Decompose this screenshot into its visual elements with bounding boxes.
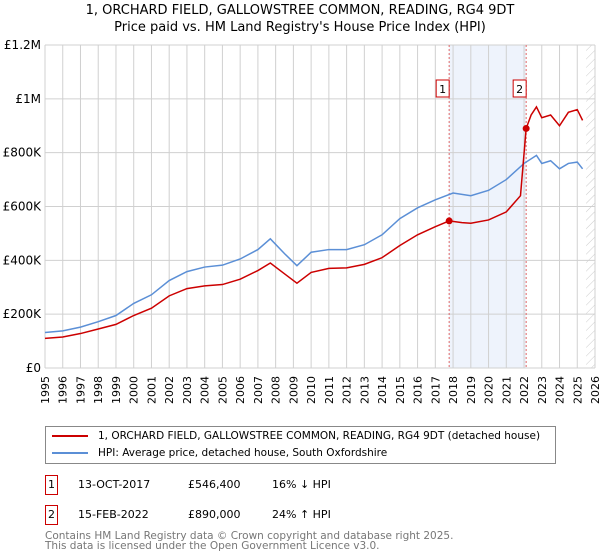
y-tick-label: £0 bbox=[26, 361, 41, 375]
chart: 1995 1996 1997 1998 1999 2000 2001 2002 2003 2004… bbox=[3, 38, 600, 404]
y-tick-label: £600K bbox=[3, 200, 43, 214]
x-tick-label: 2012 bbox=[341, 376, 354, 404]
x-tick-label: 2018 bbox=[447, 376, 460, 404]
sale-date: 13-OCT-2017 bbox=[78, 478, 151, 491]
y-tick-label: £1M bbox=[15, 92, 41, 106]
x-tick-label: 2014 bbox=[376, 376, 389, 404]
x-tick-label: 2006 bbox=[234, 376, 247, 404]
x-tick-label: 2007 bbox=[252, 376, 265, 404]
series-line bbox=[44, 154, 584, 334]
sale-row: 2 15-FEB-2022 £890,000 24% ↑ HPI bbox=[45, 505, 545, 525]
x-tick-label: 2002 bbox=[163, 376, 176, 404]
x-tick-label: 2023 bbox=[536, 376, 549, 404]
chart-subtitle: Price paid vs. HM Land Registry's House … bbox=[114, 20, 486, 35]
x-tick-label: 2010 bbox=[305, 376, 318, 404]
sale-point bbox=[522, 124, 530, 132]
x-tick-label: 2013 bbox=[358, 376, 371, 404]
x-tick-label: 2011 bbox=[323, 376, 336, 404]
annotation-label: 1 bbox=[439, 83, 446, 96]
x-tick-label: 2016 bbox=[412, 376, 425, 404]
legend-label: HPI: Average price, detached house, Sout… bbox=[98, 447, 388, 459]
annotation-label: 2 bbox=[516, 83, 523, 96]
sale-date: 15-FEB-2022 bbox=[78, 508, 149, 521]
legend-item-hpi: HPI: Average price, detached house, Sout… bbox=[52, 447, 387, 459]
y-tick-label: £1.2M bbox=[4, 38, 41, 52]
y-tick-label: £200K bbox=[3, 307, 43, 321]
legend-label: 1, ORCHARD FIELD, GALLOWSTREE COMMON, RE… bbox=[98, 430, 541, 442]
x-tick-label: 2003 bbox=[181, 376, 194, 404]
marker-badge: 2 bbox=[45, 505, 58, 525]
x-tick-label: 2024 bbox=[554, 376, 567, 404]
x-tick-label: 1999 bbox=[110, 376, 123, 404]
x-tick-label: 2020 bbox=[483, 376, 496, 404]
sale-point bbox=[445, 217, 453, 225]
sale-hpi: 24% ↑ HPI bbox=[272, 508, 331, 521]
sale-row: 1 13-OCT-2017 £546,400 16% ↓ HPI bbox=[45, 475, 545, 495]
annotation-box bbox=[512, 79, 527, 98]
x-tick-label: 2019 bbox=[465, 376, 478, 404]
chart-title: 1, ORCHARD FIELD, GALLOWSTREE COMMON, RE… bbox=[85, 3, 515, 18]
x-tick-label: 2022 bbox=[518, 376, 531, 404]
footer-line: Contains HM Land Registry data © Crown c… bbox=[45, 530, 454, 542]
sale-price: £890,000 bbox=[188, 508, 241, 521]
footer: Contains HM Land Registry data © Crown c… bbox=[45, 530, 454, 552]
sale-price: £546,400 bbox=[188, 478, 241, 491]
x-tick-label: 1998 bbox=[92, 376, 105, 404]
x-tick-label: 2000 bbox=[128, 376, 141, 404]
legend-item-property: 1, ORCHARD FIELD, GALLOWSTREE COMMON, RE… bbox=[52, 430, 540, 442]
sale-hpi: 16% ↓ HPI bbox=[272, 478, 331, 491]
x-tick-label: 2008 bbox=[270, 376, 283, 404]
y-tick-label: £800K bbox=[3, 146, 43, 160]
x-tick-label: 2001 bbox=[145, 376, 158, 404]
footer-line: This data is licensed under the Open Gov… bbox=[45, 540, 380, 552]
x-tick-label: 1997 bbox=[74, 376, 87, 404]
x-tick-label: 2015 bbox=[394, 376, 407, 404]
x-tick-label: 2017 bbox=[429, 376, 442, 404]
x-tick-label: 2021 bbox=[500, 376, 513, 404]
x-tick-label: 2009 bbox=[287, 376, 300, 404]
y-tick-label: £400K bbox=[3, 253, 43, 267]
legend: 1, ORCHARD FIELD, GALLOWSTREE COMMON, RE… bbox=[45, 426, 556, 464]
series-line bbox=[44, 105, 584, 340]
x-tick-label: 1996 bbox=[57, 376, 70, 404]
x-tick-label: 2005 bbox=[216, 376, 229, 404]
x-tick-label: 2026 bbox=[589, 376, 600, 404]
x-tick-label: 2025 bbox=[571, 376, 584, 404]
annotation-box bbox=[435, 79, 450, 98]
x-tick-label: 1995 bbox=[39, 376, 52, 404]
x-tick-label: 2004 bbox=[199, 376, 212, 404]
marker-badge: 1 bbox=[45, 475, 58, 495]
